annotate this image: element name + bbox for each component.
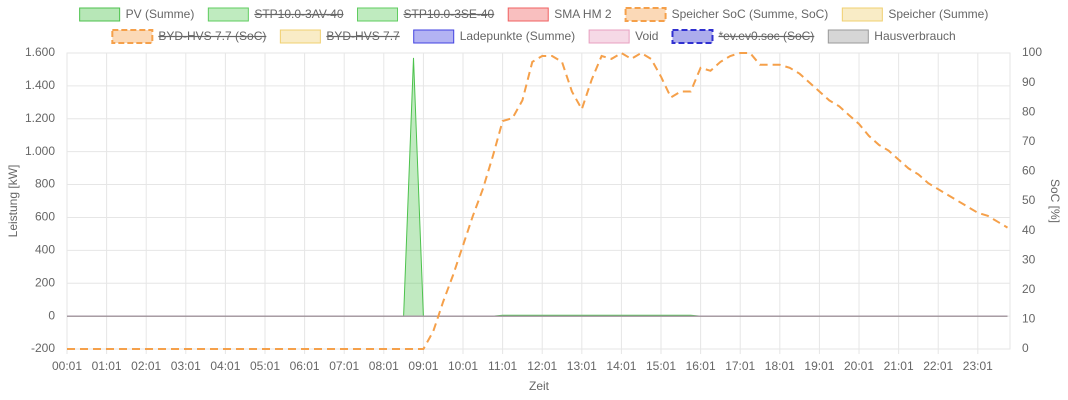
y-tick-label: 0	[48, 308, 55, 322]
legend-label: BYD-HVS 7.7 (SoC)	[158, 29, 266, 43]
x-axis-title: Zeit	[529, 379, 550, 393]
legend-swatch	[827, 29, 869, 44]
legend-item[interactable]: BYD-HVS 7.7 (SoC)	[111, 29, 266, 44]
x-tick-label: 14:01	[606, 359, 636, 373]
x-tick-label: 15:01	[646, 359, 676, 373]
plot-border	[66, 52, 1011, 350]
y2-tick-label: 70	[1022, 134, 1036, 148]
legend-item[interactable]: Speicher (Summe)	[841, 7, 988, 22]
legend-swatch	[671, 29, 714, 44]
y-tick-label: 600	[35, 210, 55, 224]
x-tick-label: 17:01	[725, 359, 755, 373]
x-tick-label: 18:01	[765, 359, 795, 373]
x-tick-label: 06:01	[290, 359, 320, 373]
legend-swatch	[841, 7, 883, 22]
y-axis-title: Leistung [kW]	[6, 165, 20, 238]
legend-item[interactable]: Ladepunkte (Summe)	[413, 29, 575, 44]
legend-label: Speicher (Summe)	[888, 7, 988, 21]
series-line	[67, 57, 1008, 317]
x-tick-label: 04:01	[210, 359, 240, 373]
x-tick-label: 09:01	[408, 359, 438, 373]
y-tick-label: -200	[31, 341, 55, 355]
y2-axis-title: SoC [%]	[1048, 179, 1062, 223]
y2-tick-label: 60	[1022, 164, 1036, 178]
legend-item[interactable]: STP10.0-3AV-40	[207, 7, 344, 22]
x-tick-label: 11:01	[488, 359, 517, 373]
legend-swatch	[413, 29, 455, 44]
y2-tick-label: 20	[1022, 282, 1036, 296]
legend-item[interactable]: Void	[588, 29, 658, 44]
x-tick-label: 10:01	[448, 359, 478, 373]
series-line	[67, 51, 1009, 350]
y-tick-label: 1.000	[25, 144, 55, 158]
y2-tick-label: 30	[1022, 252, 1036, 266]
x-tick-label: 20:01	[844, 359, 874, 373]
y-tick-label: 800	[35, 177, 55, 191]
y2-tick-label: 90	[1022, 75, 1036, 89]
legend-swatch	[279, 29, 321, 44]
legend-swatch	[357, 7, 399, 22]
legend-item[interactable]: STP10.0-3SE-40	[357, 7, 495, 22]
legend-label: STP10.0-3SE-40	[404, 7, 495, 21]
y2-tick-label: 80	[1022, 104, 1036, 118]
y2-tick-label: 50	[1022, 193, 1036, 207]
y-tick-label: 1.200	[25, 111, 55, 125]
y2-tick-label: 100	[1022, 45, 1042, 59]
legend-item[interactable]: BYD-HVS 7.7	[279, 29, 400, 44]
legend-item[interactable]: *ev.ev0.soc (SoC)	[671, 29, 814, 44]
y-tick-label: 400	[35, 243, 55, 257]
legend-label: PV (Summe)	[126, 7, 195, 21]
y-tick-label: 1.400	[25, 78, 55, 92]
legend-label: *ev.ev0.soc (SoC)	[718, 29, 814, 43]
legend-label: Hausverbrauch	[874, 29, 955, 43]
x-tick-label: 12:01	[527, 359, 557, 373]
x-tick-label: 08:01	[369, 359, 399, 373]
x-tick-label: 01:01	[92, 359, 122, 373]
y-tick-label: 200	[35, 275, 55, 289]
legend-item[interactable]: SMA HM 2	[507, 7, 612, 22]
legend-swatch	[507, 7, 549, 22]
legend-swatch	[207, 7, 249, 22]
legend-label: Speicher SoC (Summe, SoC)	[672, 7, 829, 21]
legend-row: PV (Summe) STP10.0-3AV-40 STP10.0-3SE-40 SM…	[79, 7, 988, 22]
series-area	[67, 57, 1008, 317]
legend-label: SMA HM 2	[554, 7, 612, 21]
legend-label: Ladepunkte (Summe)	[460, 29, 575, 43]
legend-item[interactable]: Hausverbrauch	[827, 29, 956, 44]
x-tick-label: 22:01	[923, 359, 953, 373]
x-tick-label: 00:01	[52, 359, 82, 373]
legend-swatch	[624, 7, 667, 22]
legend-item[interactable]: PV (Summe)	[79, 7, 195, 22]
legend-row: BYD-HVS 7.7 (SoC) BYD-HVS 7.7 Ladepunkte (…	[111, 29, 956, 44]
x-tick-label: 05:01	[250, 359, 280, 373]
x-tick-label: 21:01	[884, 359, 914, 373]
x-tick-label: 07:01	[329, 359, 359, 373]
x-tick-label: 16:01	[686, 359, 716, 373]
legend-swatch	[111, 29, 154, 44]
legend-item[interactable]: Speicher SoC (Summe, SoC)	[624, 7, 829, 22]
y2-tick-label: 0	[1022, 341, 1029, 355]
y-tick-label: 1.600	[25, 45, 55, 59]
x-tick-label: 02:01	[131, 359, 161, 373]
x-tick-label: 03:01	[171, 359, 201, 373]
y2-tick-label: 10	[1022, 312, 1036, 326]
legend-swatch	[588, 29, 630, 44]
legend-swatch	[79, 7, 121, 22]
x-tick-label: 23:01	[963, 359, 993, 373]
x-tick-label: 13:01	[567, 359, 597, 373]
legend-label: Void	[635, 29, 658, 43]
legend-label: BYD-HVS 7.7	[326, 29, 400, 43]
x-tick-label: 19:01	[804, 359, 834, 373]
y2-tick-label: 40	[1022, 223, 1036, 237]
legend-label: STP10.0-3AV-40	[254, 7, 343, 21]
